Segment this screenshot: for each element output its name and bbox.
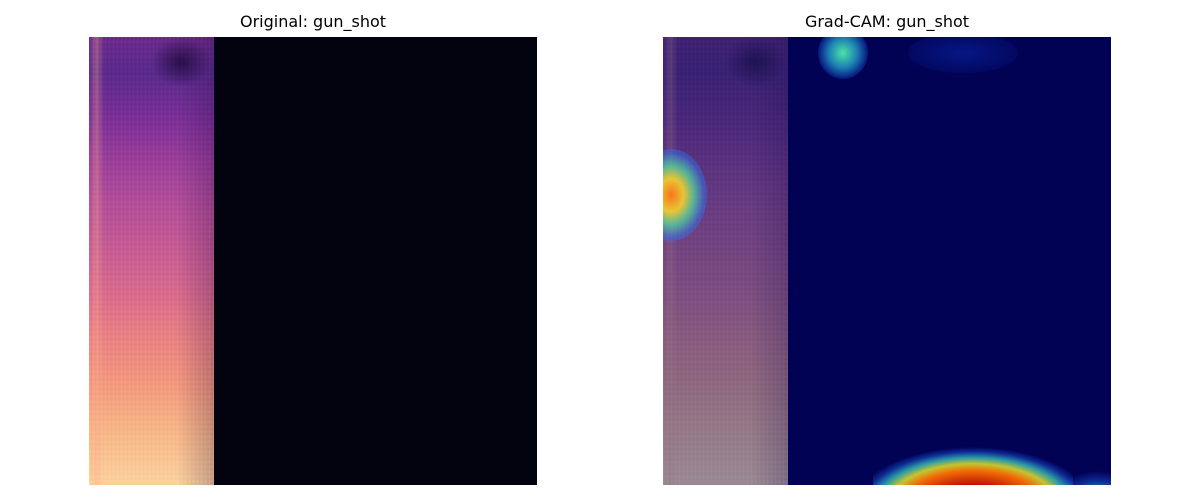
heatmap-hotspot-top-faint [908, 37, 1018, 73]
heatmap-tint-overlay [663, 37, 788, 485]
heatmap-hotspot-top [818, 37, 868, 79]
spectrogram-signal-region-overlay [663, 37, 788, 485]
spectrogram-texture [89, 37, 214, 485]
original-panel-title: Original: gun_shot [239, 12, 387, 31]
gradcam-heatmap-image [663, 37, 1111, 485]
spectrogram-signal-region [89, 37, 214, 485]
spectrogram-texture-overlay [663, 37, 788, 485]
original-spectrogram-image [89, 37, 537, 485]
gradcam-panel-title: Grad-CAM: gun_shot [804, 12, 970, 31]
heatmap-hotspot-bottom [873, 432, 1073, 485]
